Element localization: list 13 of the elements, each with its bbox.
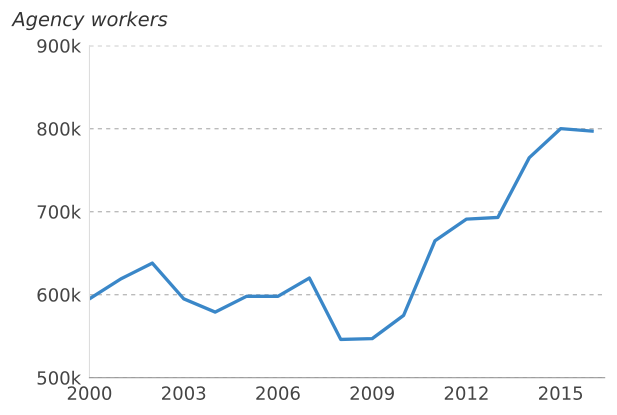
y-tick-label: 600k [37, 288, 82, 302]
y-tick-label: 500k [38, 370, 82, 385]
chart-title: Agency workers [11, 11, 168, 30]
x-tick-label: 2012 [444, 386, 488, 400]
y-tick-label: 900k [37, 38, 82, 53]
y-tick-label: 700k [38, 204, 82, 219]
x-tick-label: 2006 [256, 386, 300, 400]
line-series [89, 126, 594, 342]
x-tick-label: 2003 [162, 386, 206, 400]
x-tick-label: 2015 [539, 386, 582, 400]
x-tick-label: 2009 [350, 386, 394, 400]
y-tick-label: 800k [37, 122, 82, 136]
x-tick-label: 2000 [68, 386, 112, 400]
